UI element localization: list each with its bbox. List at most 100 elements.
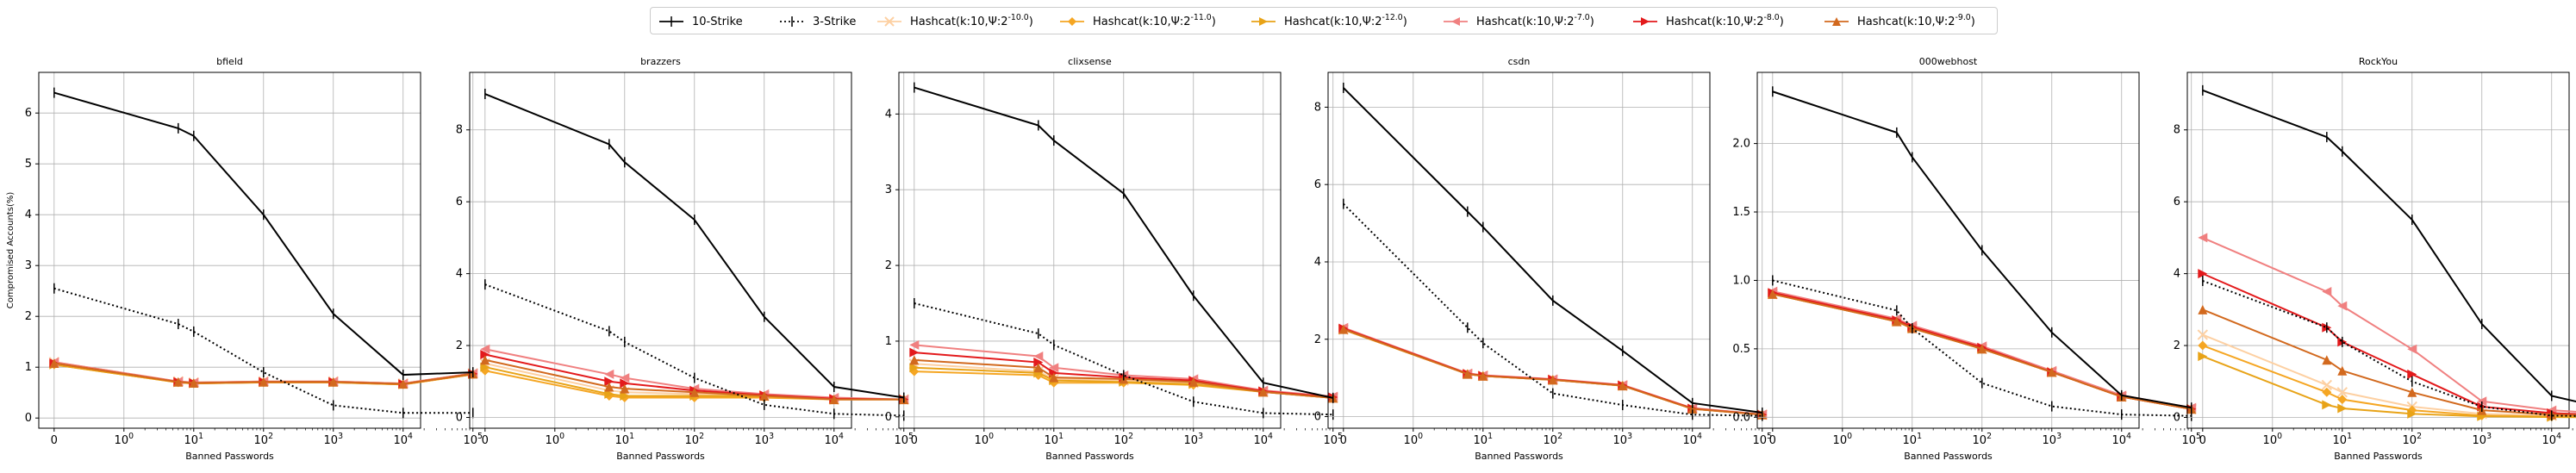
- data-point: [2337, 403, 2348, 414]
- data-point: [1768, 289, 1778, 299]
- legend-label: 10-Strike: [692, 16, 743, 28]
- x-tick-label: 100​: [1833, 432, 1853, 447]
- data-point: [2337, 365, 2348, 376]
- y-tick-label: 2: [25, 310, 32, 323]
- panel-bfield: bfield 0 1 2 3 4 5 6 0 100​ 101​ 102​ 103​ 104​ 105​ Ba…: [6, 56, 483, 462]
- y-tick-label: 1: [25, 361, 32, 374]
- data-point: [2198, 269, 2208, 279]
- legend-label: Hashcat(k:10,Ψ:2-8.0​): [1666, 13, 1784, 28]
- data-point: [2322, 355, 2332, 365]
- series-hashcat-k-10-2-7-0: [2198, 233, 2576, 415]
- y-tick-label: 8: [1314, 101, 1321, 114]
- data-point: [480, 344, 490, 354]
- y-tick-label: 4: [456, 268, 463, 281]
- legend-entry-10-strike: 10-Strike: [659, 16, 743, 28]
- series-hashcat-k-10-2-9-0: [480, 355, 909, 405]
- panel-title: 000webhost: [1919, 56, 1978, 67]
- x-tick-label: 103​: [324, 432, 344, 447]
- data-point: [620, 373, 630, 383]
- series-line: [2202, 355, 2576, 419]
- x-tick-label: 105​: [894, 432, 914, 447]
- data-point: [604, 389, 614, 399]
- data-point: [2336, 387, 2348, 398]
- data-point: [620, 378, 630, 389]
- data-point: [759, 390, 770, 401]
- legend-label: Hashcat(k:10,Ψ:2-7.0​): [1476, 13, 1594, 28]
- data-point: [480, 362, 490, 372]
- data-point: [2337, 301, 2348, 311]
- x-tick-label: 104​: [1254, 432, 1274, 447]
- y-tick-label: 4: [885, 108, 892, 121]
- y-tick-label: 8: [456, 124, 463, 137]
- panel-000webhost: 000webhost 0.0 0.5 1.0 1.5 2.0 0 100​ 101​ 102​ 10…: [1732, 56, 2201, 462]
- legend-entry-hashcat-k-10-2-9-0: Hashcat(k:10,Ψ:2-9.0​): [1824, 13, 1975, 28]
- series-3-strike: [484, 279, 905, 421]
- y-tick-label: 2: [885, 259, 892, 272]
- data-point: [1033, 363, 1044, 373]
- y-tick-label: 5: [25, 158, 32, 171]
- x-tick-label: 104​: [1683, 432, 1703, 447]
- legend-marker: [1068, 17, 1076, 26]
- y-tick-label: 6: [2174, 196, 2180, 208]
- x-tick-label: 0: [1340, 434, 1347, 447]
- y-tick-label: 6: [456, 196, 463, 208]
- legend-marker: [1451, 17, 1460, 26]
- x-tick-label: 102​: [1973, 432, 1993, 447]
- y-tick-label: 3: [25, 259, 32, 272]
- y-tick-label: 4: [1314, 256, 1321, 269]
- x-tick-label: 103​: [2473, 432, 2492, 447]
- data-point: [1548, 375, 1558, 385]
- y-tick-label: 4: [25, 208, 32, 221]
- x-tick-label: 102​: [1544, 432, 1563, 447]
- series-3-strike: [1343, 198, 1763, 421]
- legend-entry-hashcat-k-10-2-11-0: Hashcat(k:10,Ψ:2-11.0​): [1060, 13, 1216, 28]
- axes-frame: [1327, 72, 1711, 429]
- data-point: [1687, 404, 1698, 414]
- series-line: [2202, 333, 2576, 417]
- x-tick-label: 100​: [2263, 432, 2283, 447]
- x-tick-label: 0: [2199, 434, 2206, 447]
- x-tick-label: 104​: [2112, 432, 2132, 447]
- panel-rockyou: RockYou 0 2 4 6 8 0 100​ 101​ 102​ 103​ 104​ 105​ Ban…: [2174, 56, 2576, 462]
- data-point: [480, 355, 490, 365]
- data-point: [604, 369, 614, 379]
- y-tick-label: 1.0: [1732, 274, 1750, 287]
- x-tick-label: 105​: [1323, 432, 1343, 447]
- y-tick-label: 2: [456, 339, 463, 352]
- x-axis-label: Banned Passwords: [616, 451, 705, 462]
- data-point: [2407, 344, 2417, 354]
- x-axis-label: Banned Passwords: [1904, 451, 1993, 462]
- x-tick-label: 0: [1769, 434, 1776, 447]
- x-tick-label: 100​: [115, 432, 134, 447]
- data-point: [1188, 377, 1199, 387]
- grid: [470, 72, 905, 428]
- x-tick-label: 105​: [2181, 432, 2201, 447]
- x-tick-label: 104​: [2542, 432, 2562, 447]
- data-point: [909, 347, 920, 358]
- axes-frame: [38, 72, 421, 429]
- legend-entry-hashcat-k-10-2-10-0: Hashcat(k:10,Ψ:2-10.0​): [877, 13, 1033, 28]
- y-tick-label: 0: [885, 411, 892, 424]
- data-point: [2337, 395, 2348, 405]
- data-point: [2322, 400, 2332, 410]
- series-hashcat-k-10-2-8-0: [2198, 269, 2576, 418]
- data-point: [909, 363, 920, 373]
- grid: [1757, 72, 2192, 428]
- data-point: [1977, 344, 1987, 354]
- legend-marker: [1259, 17, 1268, 26]
- data-point: [1463, 369, 1473, 379]
- data-point: [189, 377, 199, 388]
- legend-entry-hashcat-k-10-2-8-0: Hashcat(k:10,Ψ:2-8.0​): [1633, 13, 1784, 28]
- x-tick-label: 102​: [2403, 432, 2423, 447]
- panel-brazzers: brazzers 0 2 4 6 8 0 100​ 101​ 102​ 103​ 104​ 105​ Ba…: [456, 56, 914, 462]
- legend: 10-Strike 3-Strike Hashcat(k:10,Ψ:2-10.0​)…: [650, 7, 1998, 34]
- y-tick-label: 1.5: [1732, 206, 1750, 219]
- data-point: [604, 377, 614, 387]
- x-axis-label: Banned Passwords: [185, 451, 274, 462]
- y-tick-label: 1: [885, 335, 892, 348]
- x-tick-label: 101​: [1045, 432, 1064, 447]
- data-point: [2047, 367, 2057, 377]
- x-tick-label: 101​: [1903, 432, 1923, 447]
- data-point: [259, 377, 269, 387]
- data-point: [1478, 370, 1488, 381]
